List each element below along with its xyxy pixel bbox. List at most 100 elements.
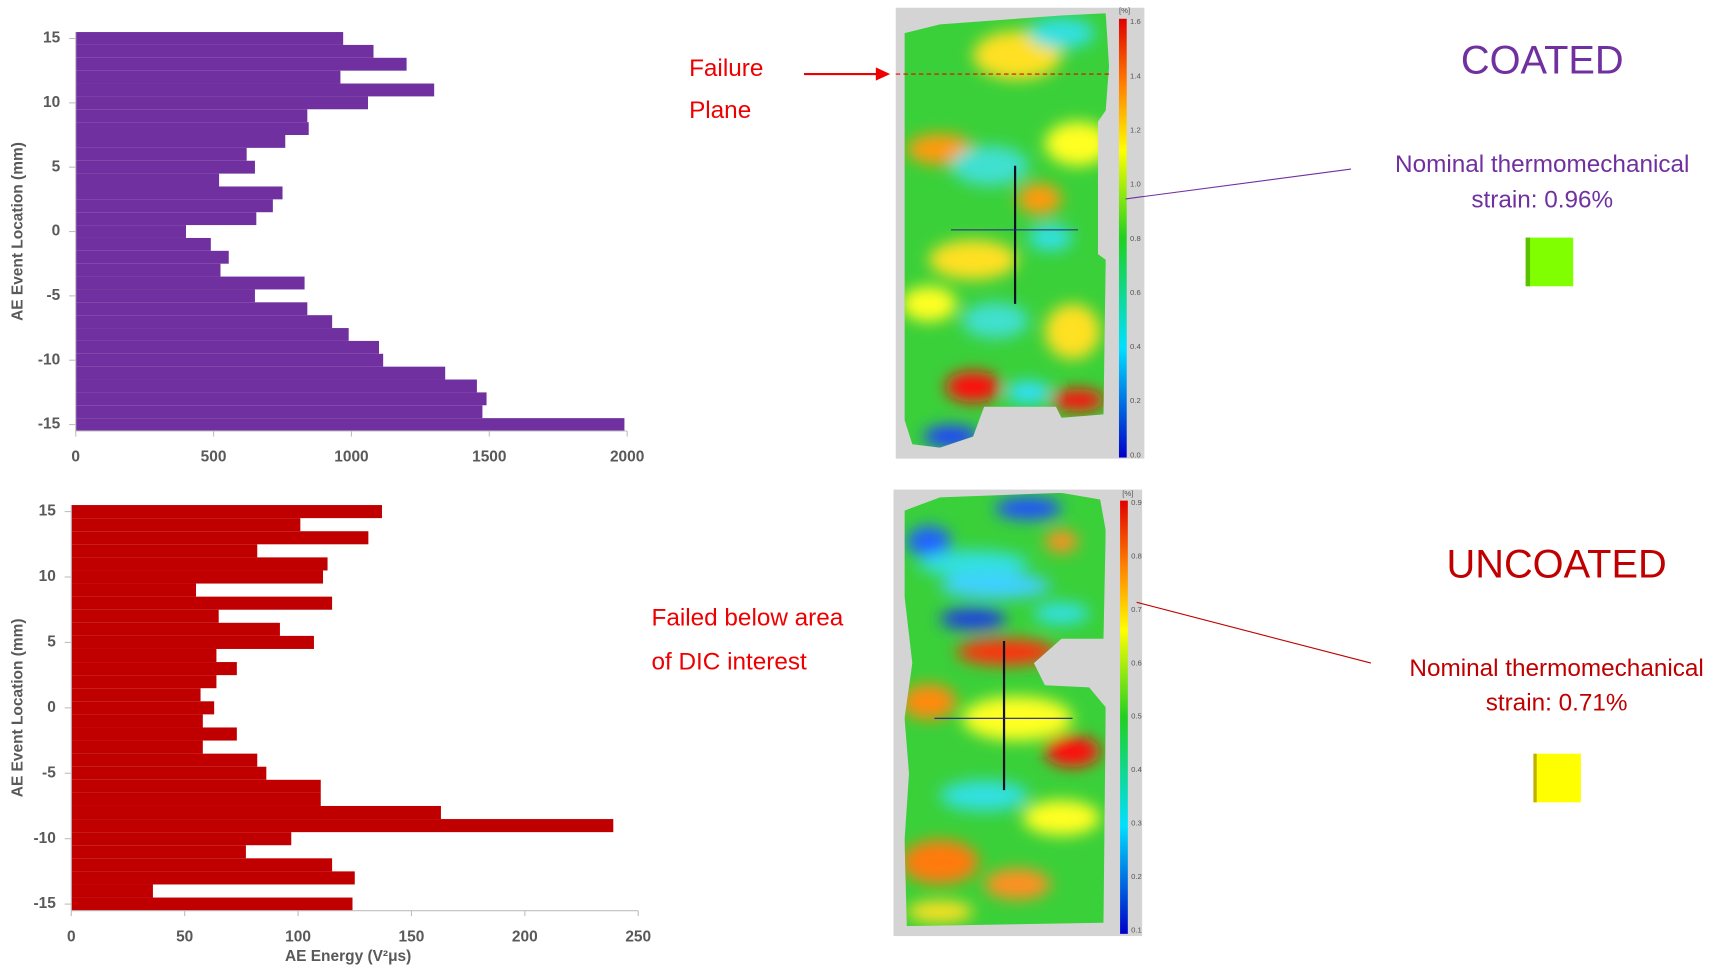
bar — [76, 328, 349, 341]
colorbar-tick-label: 0.8 — [1130, 234, 1141, 243]
bar — [71, 767, 266, 780]
colorbar-tick-label: 1.4 — [1130, 71, 1141, 80]
bar — [71, 675, 216, 688]
x-tick-label: 50 — [176, 928, 193, 945]
bar — [71, 754, 257, 767]
colorbar-tick-label: 0.8 — [1131, 551, 1142, 560]
colorbar-tick-label: 0.4 — [1130, 342, 1141, 351]
y-axis-label: AE Event Location (mm) — [9, 142, 26, 321]
dic-image-coated — [804, 8, 1573, 459]
x-tick-label: 200 — [512, 928, 538, 945]
bar — [71, 597, 332, 610]
bar — [76, 135, 286, 148]
bar — [71, 898, 352, 911]
bar — [71, 518, 300, 531]
y-tick-label: 0 — [52, 223, 61, 240]
y-tick-label: 0 — [47, 699, 56, 716]
bar — [76, 212, 257, 225]
bar — [76, 225, 186, 238]
annotation: Nominal thermomechanical — [1409, 655, 1703, 682]
bar — [71, 884, 153, 897]
bar — [71, 806, 441, 819]
bar — [76, 418, 625, 431]
bar — [71, 780, 320, 793]
bar — [76, 161, 255, 174]
bar — [76, 354, 383, 367]
x-tick-label: 0 — [71, 449, 80, 466]
label: UNCOATED — [1447, 542, 1667, 586]
annotation: Failed below area — [651, 604, 843, 631]
bar — [76, 380, 477, 393]
bar — [71, 701, 214, 714]
bar — [76, 58, 407, 71]
colorbar-tick-label: 1.2 — [1130, 125, 1141, 134]
bar — [71, 727, 237, 740]
bar — [71, 584, 196, 597]
colorbar-tick-label: 0.3 — [1131, 819, 1142, 828]
bar — [76, 289, 255, 302]
colorbar-tick-label: 1.0 — [1130, 180, 1141, 189]
bar — [71, 649, 216, 662]
y-tick-label: -15 — [38, 416, 61, 433]
x-tick-label: 250 — [625, 928, 651, 945]
bar — [76, 315, 332, 328]
x-tick-label: 100 — [285, 928, 311, 945]
y-tick-label: -10 — [33, 830, 55, 847]
bar — [71, 636, 314, 649]
y-tick-label: 15 — [43, 30, 61, 47]
y-tick-label: 5 — [47, 634, 56, 651]
colorbar-tick-label: 0.6 — [1130, 288, 1141, 297]
colorbar-tick-label: 0.5 — [1131, 712, 1142, 721]
bar — [71, 741, 203, 754]
colorbar-tick-label: 0.6 — [1131, 658, 1142, 667]
bar — [76, 251, 229, 264]
colorbar-tick-label: 0.4 — [1131, 765, 1142, 774]
bar — [76, 405, 483, 418]
bar — [76, 264, 221, 277]
bar — [76, 174, 219, 187]
bar — [76, 109, 308, 122]
annotation: strain: 0.96% — [1471, 187, 1613, 214]
bar — [71, 531, 368, 544]
y-tick-label: -10 — [38, 351, 60, 368]
colorbar-tick-label: 0.2 — [1131, 872, 1142, 881]
bar — [76, 186, 283, 199]
bar — [76, 148, 247, 161]
colorbar-tick-label: 0.9 — [1131, 498, 1142, 507]
y-tick-label: -5 — [46, 287, 60, 304]
bar — [71, 544, 257, 557]
page: Failure Plane COATED Nominal thermomecha… — [0, 0, 1734, 967]
bar — [76, 302, 308, 315]
x-tick-label: 0 — [67, 928, 76, 945]
colorbar-unit: [%] — [1119, 6, 1130, 15]
x-tick-label: 500 — [201, 449, 227, 466]
annotation: of DIC interest — [651, 649, 807, 676]
bar — [71, 570, 323, 583]
bar — [71, 714, 203, 727]
bar — [76, 122, 309, 135]
y-axis-label: AE Event Location (mm) — [9, 618, 26, 797]
colorbar-tick-label: 0.2 — [1130, 396, 1141, 405]
colorbar-tick-label: 0.7 — [1131, 605, 1142, 614]
bar — [76, 367, 445, 380]
annotation: strain: 0.71% — [1486, 689, 1628, 716]
bar — [71, 623, 280, 636]
bar — [71, 793, 320, 806]
bar — [71, 845, 246, 858]
annotation: Failure — [689, 55, 763, 82]
y-tick-label: -5 — [42, 764, 56, 781]
colorbar-tick-label: 0.1 — [1131, 926, 1142, 935]
annotation: Plane — [689, 97, 751, 124]
colorbar-tick-label: 0.0 — [1130, 450, 1141, 459]
bar — [76, 277, 305, 290]
bar — [76, 45, 374, 58]
y-tick-label: 10 — [43, 94, 60, 111]
bar — [76, 341, 379, 354]
bar — [76, 96, 368, 109]
y-tick-label: 5 — [52, 158, 61, 175]
bar — [71, 610, 218, 623]
bar — [71, 819, 613, 832]
bar — [76, 199, 273, 212]
colorbar-tick-label: 1.6 — [1130, 17, 1141, 26]
x-tick-label: 1500 — [472, 449, 506, 466]
